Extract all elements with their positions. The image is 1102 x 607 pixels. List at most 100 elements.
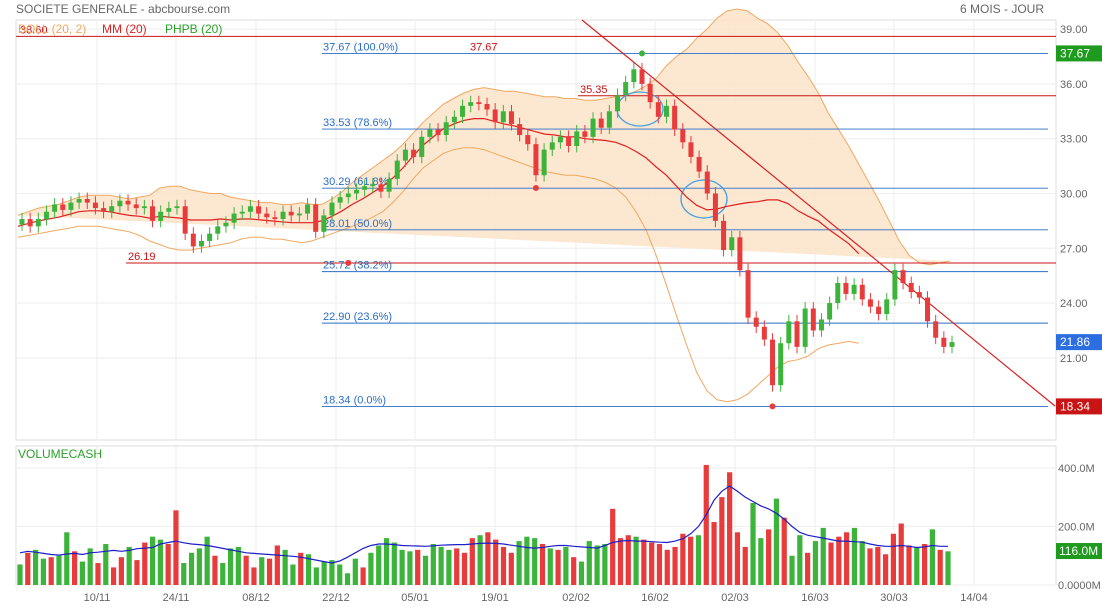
volume-bars <box>17 464 951 585</box>
volume-bar <box>212 555 218 585</box>
last-price-badge-text: 21.86 <box>1060 335 1090 349</box>
candle-body <box>615 94 621 112</box>
candle-body <box>525 135 531 145</box>
volume-bar <box>64 532 70 585</box>
candle-body <box>427 129 433 137</box>
candle-body <box>810 308 816 331</box>
volume-bar <box>758 538 764 585</box>
candle-body <box>68 202 74 210</box>
volume-title: VOLUMECASH <box>18 447 102 461</box>
candle-body <box>109 206 115 212</box>
volume-bar <box>321 561 327 585</box>
downtrend-line[interactable] <box>581 19 1056 407</box>
volume-bar <box>188 552 195 585</box>
candle-body <box>590 118 596 137</box>
legend-phpb: PHPB (20) <box>165 22 222 36</box>
volume-bar <box>594 545 600 585</box>
candle-body <box>737 237 743 271</box>
date-tick-label: 24/11 <box>163 592 190 604</box>
candle-body <box>215 226 221 234</box>
candle-body <box>92 202 98 209</box>
candle-body <box>353 189 359 194</box>
price-tick-label: 21.00 <box>1060 353 1088 365</box>
phpb-dot <box>532 185 539 191</box>
low-badge <box>1056 398 1102 415</box>
candle-body <box>43 211 49 220</box>
volume-bar <box>789 555 795 585</box>
volume-bar <box>274 545 280 585</box>
candle-body <box>264 213 270 218</box>
candle-body <box>460 105 466 117</box>
candle-body <box>101 208 107 212</box>
volume-bar <box>181 563 187 585</box>
candle-body <box>647 83 653 103</box>
candle-body <box>557 136 563 143</box>
date-tick-label: 22/12 <box>322 592 350 604</box>
candle-body <box>158 211 164 221</box>
date-tick-label: 02/03 <box>721 592 749 604</box>
candle-body <box>851 284 857 294</box>
candle-body <box>386 178 392 192</box>
volume-bar <box>344 573 351 585</box>
volume-bar <box>126 546 132 585</box>
candle-body <box>27 219 33 227</box>
candle-body <box>500 111 506 123</box>
volume-bar <box>516 541 522 585</box>
candle-body <box>680 129 686 143</box>
volume-bar <box>727 472 733 585</box>
volume-bar <box>633 536 639 585</box>
candle-body <box>786 321 792 344</box>
candle-body <box>288 211 294 216</box>
candle-body <box>802 308 808 347</box>
price-tick-label: 27.00 <box>1060 243 1088 255</box>
volume-bar <box>812 541 819 585</box>
candle-body <box>52 204 58 212</box>
volume-bar <box>235 546 241 585</box>
candle-body <box>533 144 539 176</box>
volume-bar <box>477 535 483 585</box>
candle-body <box>476 102 482 104</box>
candle-body <box>239 211 245 214</box>
candle-body <box>508 111 514 125</box>
volume-bar <box>313 567 319 585</box>
candle-body <box>672 105 678 130</box>
volume-bar <box>898 523 904 585</box>
circle-marker[interactable] <box>680 179 728 219</box>
candle-body <box>843 282 849 294</box>
high-badge-text: 37.67 <box>1060 46 1090 60</box>
volume-bar <box>547 548 553 585</box>
volume-bar <box>149 536 156 585</box>
candle-body <box>867 299 873 307</box>
candle-body <box>925 297 931 322</box>
candle-body <box>280 211 286 220</box>
date-tick-label: 05/01 <box>401 592 429 604</box>
volume-bar <box>883 554 889 585</box>
volume-axis: 400.0M 200.0M 0.0000M 116.0M <box>1056 463 1102 592</box>
price-tick-label: 33.00 <box>1060 134 1088 146</box>
low-badge-text: 18.34 <box>1060 399 1090 413</box>
volume-bar <box>40 558 46 585</box>
volume-bar <box>610 508 616 585</box>
fibonacci-label: 18.34 (0.0%) <box>323 394 386 406</box>
high-annotation: 37.67 <box>470 41 498 53</box>
candle-body <box>182 206 188 234</box>
candle-body <box>84 198 90 203</box>
candle-body <box>174 206 180 209</box>
date-tick-label: 30/03 <box>880 592 908 604</box>
volume-bar <box>555 549 561 585</box>
volume-bar <box>368 552 374 585</box>
candle-body <box>451 116 457 123</box>
volume-bar <box>142 542 148 585</box>
volume-bar <box>87 548 93 585</box>
volume-bar <box>539 544 546 585</box>
volume-bar <box>649 542 655 585</box>
candle-body <box>884 299 890 314</box>
volume-bar <box>859 541 865 585</box>
price-tick-label: 39.00 <box>1060 24 1088 36</box>
volume-bar <box>563 546 569 585</box>
volume-bar <box>25 552 31 585</box>
volume-bar <box>227 548 234 585</box>
volume-bar <box>165 544 171 585</box>
candle-body <box>549 142 555 150</box>
volume-bar <box>836 536 842 585</box>
